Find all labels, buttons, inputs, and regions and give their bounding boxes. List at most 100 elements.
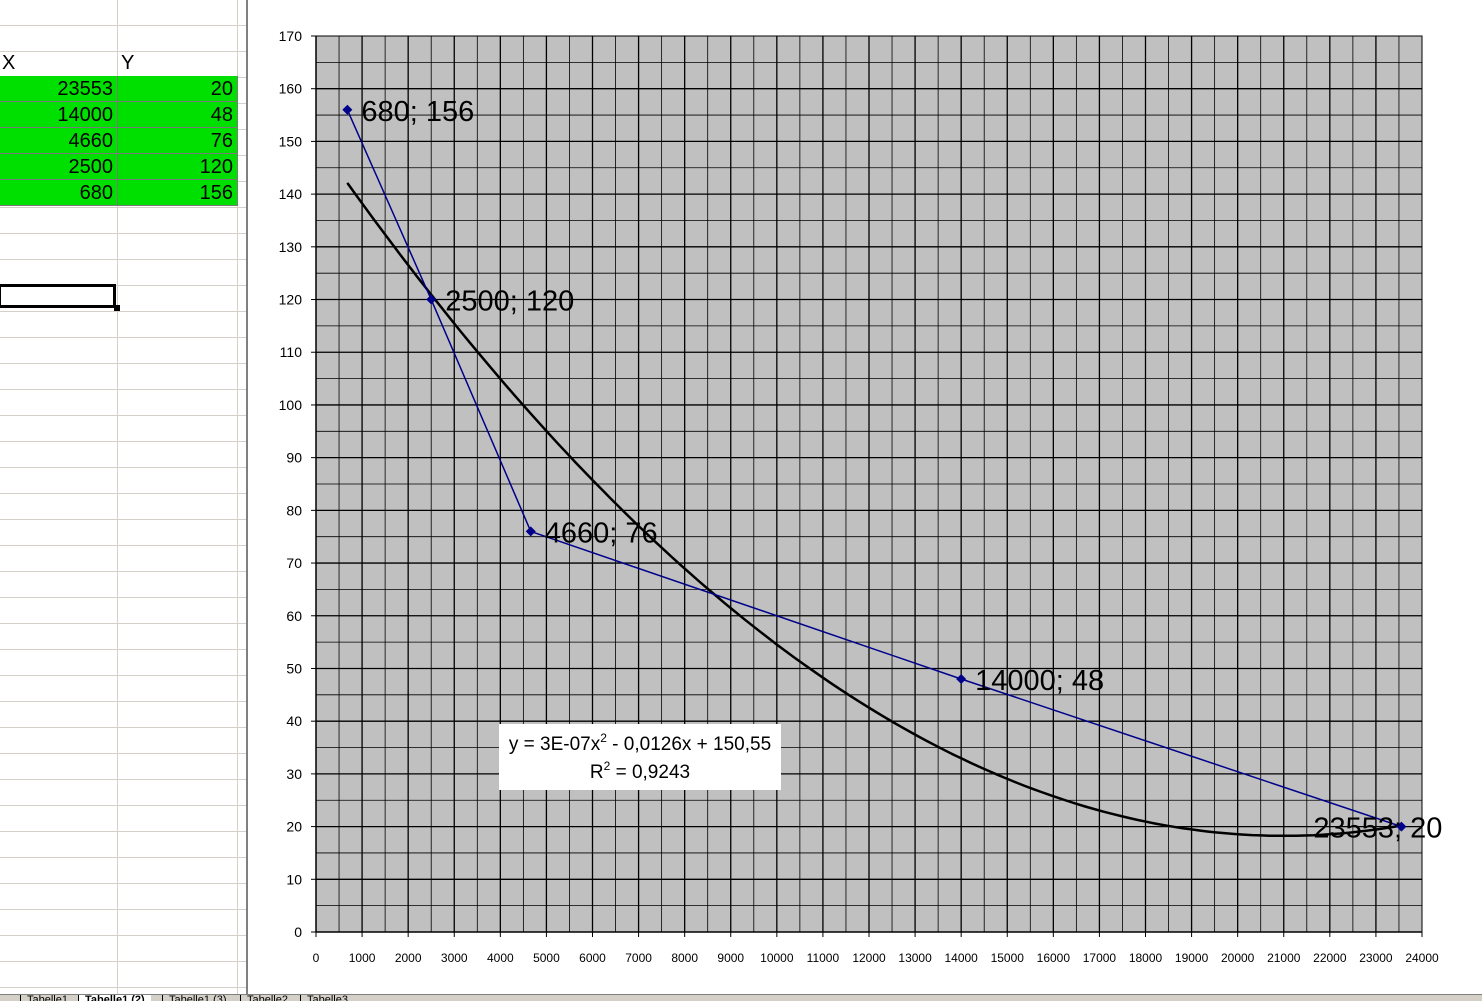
y-tick-label: 160 xyxy=(279,81,303,97)
sheet-row-line xyxy=(0,598,246,624)
selected-cell[interactable] xyxy=(0,284,116,308)
sheet-row-line xyxy=(0,754,246,780)
sheet-tab-bar: Tabelle1 Tabelle1 (2) Tabelle1 (3) Tabel… xyxy=(0,994,1482,1001)
sheet-tab-4[interactable]: Tabelle2 xyxy=(240,995,294,1001)
scatter-chart[interactable]: 0 1000 2000 3000 4000 5000 6000 7000 8000 9000 100… xyxy=(248,0,1482,994)
data-point[interactable] xyxy=(956,674,967,685)
x-tick-label: 15000 xyxy=(991,951,1025,965)
trendline-equation-box[interactable] xyxy=(499,724,781,790)
x-tick-label: 7000 xyxy=(625,951,652,965)
sheet-row-line xyxy=(0,182,246,208)
sheet-row-line xyxy=(0,208,246,234)
fill-handle[interactable] xyxy=(114,305,120,311)
x-tick-label: 8000 xyxy=(671,951,698,965)
cell-x-3[interactable]: 4660 xyxy=(0,128,118,154)
sheet-row-line xyxy=(0,234,246,260)
y-tick-label: 170 xyxy=(279,28,303,44)
x-tick-label: 21000 xyxy=(1267,951,1301,965)
y-tick-label: 70 xyxy=(286,555,302,571)
sheet-tab-2[interactable]: Tabelle1 (2) xyxy=(78,995,151,1001)
data-label[interactable]: 2500; 120 xyxy=(445,286,574,318)
cell-y-2[interactable]: 48 xyxy=(118,102,238,128)
equation-prefix: y = 3E-07x xyxy=(509,734,601,755)
x-tick-label: 20000 xyxy=(1221,951,1255,965)
x-tick-label: 1000 xyxy=(349,951,376,965)
y-tick-label: 130 xyxy=(279,239,303,255)
r-squared-label: R2 = 0,9243 xyxy=(590,759,690,783)
trendline-curve[interactable] xyxy=(346,182,1402,838)
x-tick-label: 6000 xyxy=(579,951,606,965)
sheet-row-line xyxy=(0,780,246,806)
x-tick-label: 5000 xyxy=(533,951,560,965)
sheet-row-line xyxy=(0,286,246,312)
sheet-row-line xyxy=(0,624,246,650)
sheet-row-line xyxy=(0,910,246,936)
data-point[interactable] xyxy=(342,104,353,115)
cell-x-1[interactable]: 23553 xyxy=(0,76,118,102)
cell-x-5[interactable]: 680 xyxy=(0,180,118,206)
sheet-row-line xyxy=(0,338,246,364)
sheet-row-line xyxy=(0,546,246,572)
cell-y-4[interactable]: 120 xyxy=(118,154,238,180)
cell-y-5[interactable]: 156 xyxy=(118,180,238,206)
y-tick-label: 40 xyxy=(286,713,302,729)
sheet-row-line xyxy=(0,494,246,520)
sheet-row-line xyxy=(0,832,246,858)
sheet-row-line xyxy=(0,390,246,416)
sheet-row-line xyxy=(0,884,246,910)
cell-y-1[interactable]: 20 xyxy=(118,76,238,102)
column-divider xyxy=(237,0,238,994)
data-label[interactable]: 14000; 48 xyxy=(975,665,1104,697)
sheet-row-line xyxy=(0,858,246,884)
x-tick-label: 24000 xyxy=(1405,951,1439,965)
y-tick-label: 100 xyxy=(279,397,303,413)
x-tick-label: 12000 xyxy=(852,951,886,965)
sheet-row-line xyxy=(0,572,246,598)
r2-letter: R xyxy=(590,762,604,783)
sheet-row-line xyxy=(0,962,246,988)
x-tick-label: 0 xyxy=(313,951,320,965)
x-tick-label: 10000 xyxy=(760,951,794,965)
x-tick-label: 16000 xyxy=(1037,951,1071,965)
y-tick-label: 30 xyxy=(286,766,302,782)
x-tick-label: 3000 xyxy=(441,951,468,965)
sheet-row-line xyxy=(0,442,246,468)
y-tick-label: 120 xyxy=(279,292,303,308)
column-header-y: Y xyxy=(121,52,135,74)
x-tick-label: 22000 xyxy=(1313,951,1347,965)
x-tick-label: 13000 xyxy=(898,951,932,965)
sheet-tab-1[interactable]: Tabelle1 xyxy=(20,995,74,1001)
sheet-tab-3[interactable]: Tabelle1 (3) xyxy=(162,995,232,1001)
data-point[interactable] xyxy=(426,294,437,305)
sheet-row-line xyxy=(0,260,246,286)
r2-value: = 0,9243 xyxy=(610,762,690,783)
y-tick-label: 20 xyxy=(286,819,302,835)
data-label[interactable]: 23553; 20 xyxy=(1313,813,1442,845)
column-divider xyxy=(117,0,118,994)
data-point[interactable] xyxy=(1396,821,1407,832)
sheet-tab-5[interactable]: Tabelle3 xyxy=(300,995,354,1001)
sheet-row-line xyxy=(0,806,246,832)
data-label[interactable]: 680; 156 xyxy=(361,96,474,128)
cell-x-2[interactable]: 14000 xyxy=(0,102,118,128)
y-tick-label: 10 xyxy=(286,871,302,887)
x-tick-label: 2000 xyxy=(395,951,422,965)
cell-x-4[interactable]: 2500 xyxy=(0,154,118,180)
data-point[interactable] xyxy=(525,526,536,537)
data-label[interactable]: 4660; 76 xyxy=(545,517,658,549)
sheet-row-line xyxy=(0,312,246,338)
chart-area[interactable]: 0 1000 2000 3000 4000 5000 6000 7000 8000 9000 100… xyxy=(246,0,1482,994)
spreadsheet-grid[interactable]: X Y 23553 20 14000 48 4660 76 2500 120 6… xyxy=(0,0,246,994)
x-tick-label: 17000 xyxy=(1083,951,1117,965)
y-tick-label: 60 xyxy=(286,608,302,624)
x-tick-label: 14000 xyxy=(944,951,978,965)
equation-suffix: - 0,0126x + 150,55 xyxy=(607,734,771,755)
y-tick-label: 80 xyxy=(286,502,302,518)
column-header-x: X xyxy=(2,52,16,74)
sheet-row-line xyxy=(0,416,246,442)
x-tick-label: 11000 xyxy=(807,951,840,965)
cell-y-3[interactable]: 76 xyxy=(118,128,238,154)
sheet-row-line xyxy=(0,364,246,390)
x-tick-label: 18000 xyxy=(1129,951,1163,965)
equation-superscript: 2 xyxy=(600,731,607,745)
